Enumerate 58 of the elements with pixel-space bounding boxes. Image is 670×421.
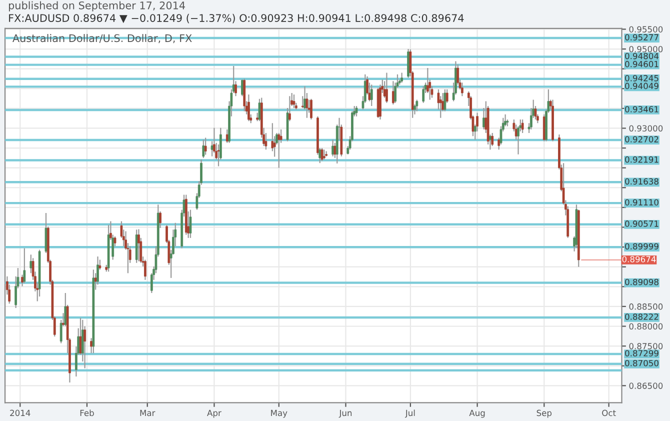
x-tick-label: Oct	[602, 410, 616, 416]
y-tick-label: 0.93000	[629, 125, 663, 132]
ref-line-label: 0.94245	[625, 75, 658, 82]
ref-line-label: 0.93461	[625, 106, 658, 112]
candlestick	[278, 132, 280, 168]
candlestick	[248, 94, 250, 122]
candlestick	[370, 84, 373, 107]
candlestick	[292, 94, 296, 109]
y-tick-label: 0.86500	[629, 382, 663, 389]
candlestick	[400, 72, 403, 84]
ref-line-label: 0.87050	[625, 360, 658, 366]
x-tick-label: Aug	[469, 410, 485, 418]
ref-line-label: 0.92191	[625, 156, 658, 163]
candlestick	[264, 132, 268, 150]
x-tick-label: Sep	[536, 410, 552, 418]
ref-line-label: 0.91638	[625, 178, 658, 185]
candlestick	[138, 228, 140, 262]
x-tick-label: 2014	[10, 410, 30, 416]
candlestick	[144, 259, 146, 280]
ref-line-label: 0.87299	[625, 350, 658, 356]
candlestick	[416, 99, 418, 112]
candlestick	[444, 88, 446, 112]
ref-line-label: 0.90571	[625, 220, 658, 227]
ref-line-label: 0.94601	[625, 60, 658, 68]
text: published on September 17, 2014	[8, 1, 185, 12]
y-tick-label: 0.88000	[629, 323, 663, 330]
candlestick	[355, 105, 358, 117]
candlestick	[521, 118, 524, 134]
x-tick-label: Jul	[404, 410, 415, 418]
x-tick-label: Feb	[80, 410, 94, 416]
candlestick	[202, 139, 205, 158]
candlestick	[422, 86, 425, 104]
x-tick-label: Apr	[207, 410, 222, 418]
x-tick-label: Mar	[140, 410, 156, 416]
ref-line-label: 0.95277	[625, 34, 658, 40]
candlestick	[320, 147, 324, 162]
ref-line-label: 0.89999	[625, 243, 658, 250]
chart-subtitle: FX:AUDUSD 0.89674 ▼ −0.01249 (−1.37%) O:0.90923 H:0.90941 L:0.89498 C:0.89674	[9, 14, 464, 24]
ref-line-label: 0.94804	[625, 52, 659, 60]
y-tick-label: 0.88500	[629, 303, 663, 310]
ref-line-label: 0.88222	[625, 314, 658, 320]
candlestick	[386, 72, 388, 104]
candlestick	[204, 137, 207, 156]
y-tick-label: 0.95000	[629, 46, 663, 52]
candlestick	[23, 248, 26, 284]
candlestick	[322, 149, 326, 160]
y-tick-label: 0.95500	[629, 26, 663, 32]
ref-line-label: 0.94049	[625, 82, 658, 90]
ref-line-label: 0.89098	[625, 278, 658, 286]
candlestick	[461, 82, 464, 97]
x-tick-label: Jun	[338, 410, 352, 418]
annotation: 0.89674	[622, 256, 656, 262]
candlestick	[189, 209, 192, 238]
ref-line-label: 0.92702	[625, 136, 658, 142]
x-tick-label: May	[271, 410, 288, 418]
ref-line-label: 0.91110	[625, 199, 658, 206]
y-tick-label: 0.87500	[629, 343, 663, 350]
candlestick	[310, 98, 312, 120]
